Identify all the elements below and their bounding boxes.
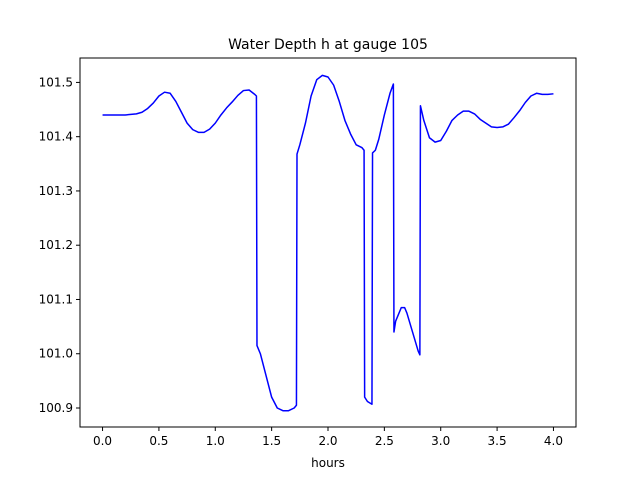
y-tick-label: 100.9 bbox=[39, 401, 73, 415]
plot-area bbox=[102, 74, 554, 412]
x-tick-label: 1.5 bbox=[262, 434, 281, 448]
x-axis-label: hours bbox=[311, 456, 345, 470]
chart-title: Water Depth h at gauge 105 bbox=[228, 37, 428, 53]
y-tick-label: 101.5 bbox=[39, 75, 73, 89]
x-tick-label: 2.0 bbox=[318, 434, 337, 448]
y-tick-label: 101.0 bbox=[39, 347, 73, 361]
y-axis: 100.9 101.0 101.1 101.2 101.3 101.4 101.5 bbox=[39, 75, 80, 415]
x-tick-label: 3.0 bbox=[431, 434, 450, 448]
y-tick-label: 101.4 bbox=[39, 130, 73, 144]
x-tick-label: 0.5 bbox=[149, 434, 168, 448]
x-axis: 0.0 0.5 1.0 1.5 2.0 2.5 3.0 3.5 4.0 bbox=[93, 427, 563, 448]
y-tick-label: 101.3 bbox=[39, 184, 73, 198]
y-tick-label: 101.1 bbox=[39, 292, 73, 306]
x-tick-label: 4.0 bbox=[544, 434, 563, 448]
x-tick-label: 3.5 bbox=[488, 434, 507, 448]
x-tick-label: 1.0 bbox=[206, 434, 225, 448]
y-tick-label: 101.2 bbox=[39, 238, 73, 252]
x-tick-label: 2.5 bbox=[375, 434, 394, 448]
plot-frame bbox=[79, 57, 577, 428]
x-tick-label: 0.0 bbox=[93, 434, 112, 448]
series-line-0 bbox=[102, 74, 554, 412]
